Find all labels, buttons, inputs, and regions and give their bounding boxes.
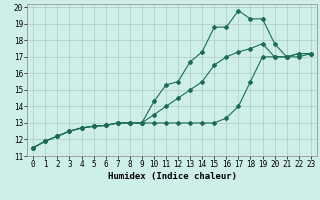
X-axis label: Humidex (Indice chaleur): Humidex (Indice chaleur) [108,172,236,181]
